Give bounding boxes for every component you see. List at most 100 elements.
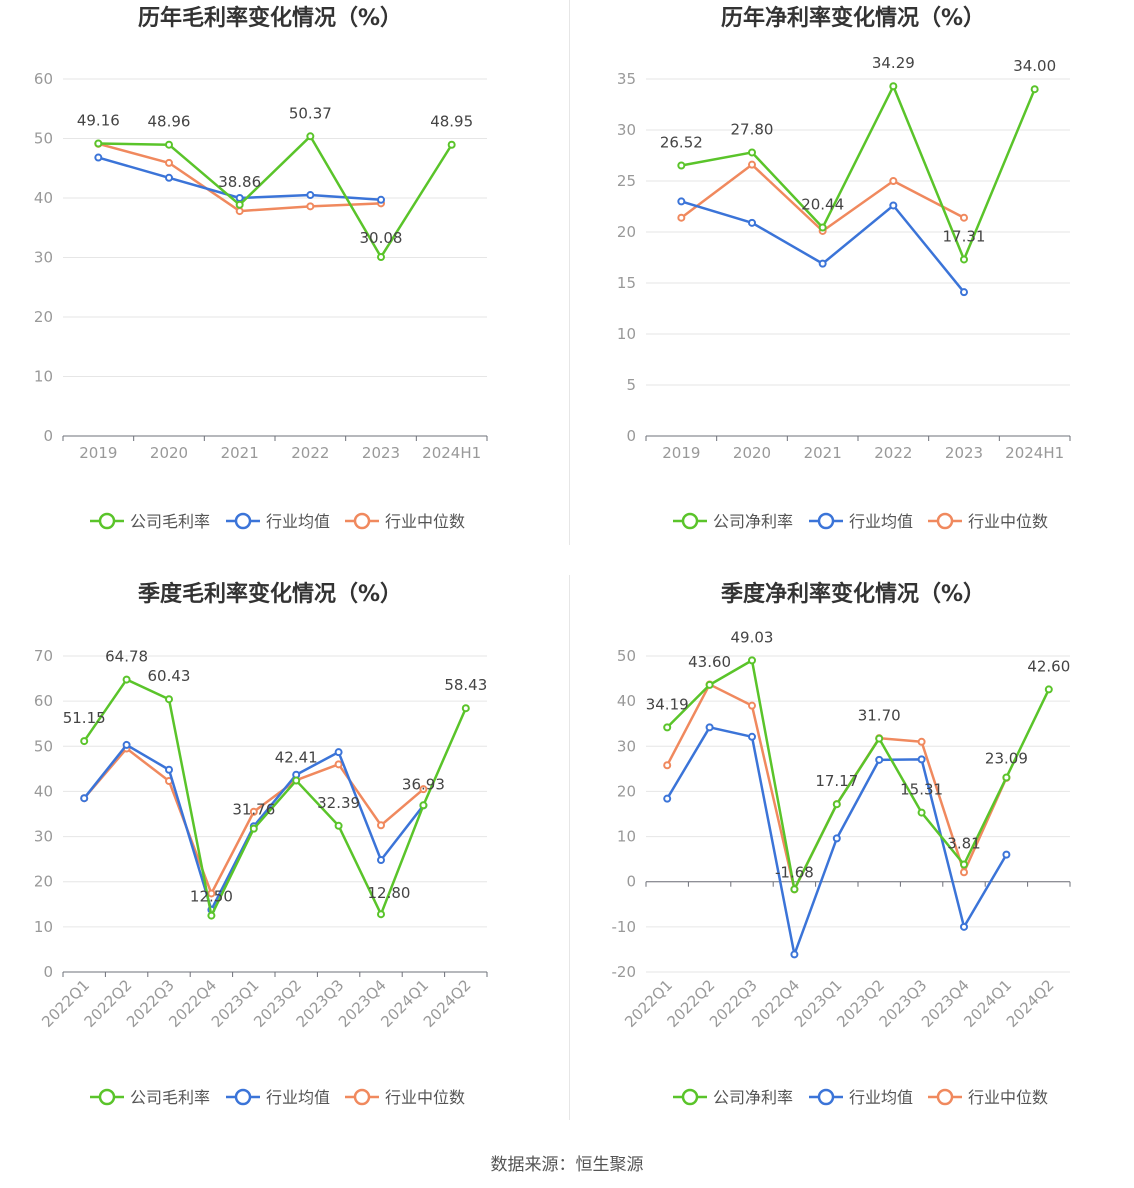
data-point-avg	[889, 201, 898, 210]
data-point-median	[377, 821, 385, 830]
y-tick-label: 50	[617, 647, 636, 665]
data-label: 20.44	[801, 196, 844, 214]
y-tick-label: 30	[617, 121, 636, 139]
legend-item-avg[interactable]: 行业均值	[226, 1088, 330, 1107]
legend-marker	[681, 1088, 699, 1106]
legend-item-company[interactable]: 公司毛利率	[90, 1088, 210, 1107]
data-label: 30.08	[360, 229, 403, 247]
data-label: 34.00	[1013, 57, 1056, 75]
data-label: 43.60	[688, 653, 731, 671]
x-tick-label: 2020	[150, 444, 188, 462]
data-point-company	[832, 800, 841, 809]
data-point-avg	[235, 194, 244, 202]
data-point-company	[447, 140, 456, 149]
data-point-company	[1002, 773, 1011, 782]
annual-net-margin-svg: 历年净利率变化情况（%） 0 5 10 15 20 25 30 35 2019 2020 2021 20…	[617, 5, 1071, 531]
data-point-company	[705, 680, 714, 689]
data-point-company	[165, 140, 173, 149]
data-label: 12.50	[190, 888, 233, 906]
data-point-median	[249, 807, 258, 816]
y-tick-label: 70	[34, 647, 53, 665]
legend-label: 行业均值	[266, 1088, 330, 1107]
data-point-company	[377, 253, 385, 262]
data-label: 15.31	[900, 781, 943, 799]
y-tick-label: 20	[34, 308, 53, 326]
y-tick-label: 0	[43, 427, 53, 445]
data-point-avg	[677, 197, 686, 206]
data-label: 36.93	[402, 775, 445, 793]
data-point-company	[790, 885, 799, 894]
data-point-avg	[748, 732, 756, 741]
data-point-avg	[334, 748, 343, 757]
legend-item-median[interactable]: 行业中位数	[345, 1088, 465, 1107]
legend-item-company[interactable]: 公司毛利率	[90, 512, 210, 531]
legend-marker	[234, 512, 252, 530]
data-label: 58.43	[444, 676, 487, 694]
y-tick-label: 40	[34, 782, 53, 800]
legend-item-avg[interactable]: 行业均值	[226, 512, 330, 531]
y-tick-label: 40	[617, 692, 636, 710]
legend-item-median[interactable]: 行业中位数	[928, 512, 1048, 531]
legend-label: 行业均值	[849, 512, 913, 531]
x-tick-label: 2022	[874, 444, 912, 462]
annual-gross-margin-svg: 历年毛利率变化情况（%） 0 10 20 30 40 50 60 2019 2020 2021 202…	[34, 5, 488, 531]
data-point-company	[960, 860, 968, 869]
legend-item-median[interactable]: 行业中位数	[928, 1088, 1048, 1107]
y-tick-label: 60	[34, 692, 53, 710]
y-tick-label: 0	[43, 963, 53, 981]
data-point-median	[663, 761, 672, 770]
x-tick-label: 2024Q2	[1003, 976, 1058, 1031]
y-tick-label: 20	[617, 782, 636, 800]
data-point-company	[917, 808, 926, 817]
data-point-company	[677, 161, 686, 170]
legend-item-company[interactable]: 公司净利率	[673, 1088, 793, 1107]
data-point-company	[748, 656, 756, 665]
legend-label: 公司净利率	[713, 1088, 793, 1107]
legend-item-median[interactable]: 行业中位数	[345, 512, 465, 531]
data-point-avg	[377, 195, 385, 204]
data-label: 50.37	[289, 104, 332, 122]
data-point-avg	[1002, 850, 1011, 859]
y-tick-label: 35	[617, 70, 636, 88]
x-tick-label: 2023	[362, 444, 400, 462]
data-point-company	[94, 139, 103, 148]
x-tick-label: 2019	[79, 444, 117, 462]
data-point-avg	[705, 723, 714, 732]
legend-item-avg[interactable]: 行业均值	[809, 512, 913, 531]
data-point-median	[960, 868, 968, 877]
data-point-median	[207, 889, 216, 898]
legend-item-avg[interactable]: 行业均值	[809, 1088, 913, 1107]
series-line-company	[666, 659, 1050, 891]
data-point-company	[80, 737, 89, 746]
data-label: 42.41	[275, 749, 318, 767]
y-tick-label: 20	[617, 223, 636, 241]
data-point-avg	[748, 218, 756, 227]
legend-marker	[936, 512, 954, 530]
data-point-company	[235, 200, 244, 209]
data-point-median	[960, 213, 968, 222]
y-tick-label: 20	[34, 873, 53, 891]
y-tick-label: -10	[612, 918, 637, 936]
data-label: 64.78	[105, 648, 148, 666]
data-point-avg	[960, 288, 968, 297]
y-tick-label: 10	[34, 368, 53, 386]
data-label: 42.60	[1027, 657, 1070, 675]
y-tick-label: 30	[34, 249, 53, 267]
data-point-median	[419, 785, 428, 794]
y-tick-label: 5	[626, 376, 636, 394]
data-label: 48.95	[430, 113, 473, 131]
chart-title: 季度净利率变化情况（%）	[721, 581, 985, 607]
y-tick-label: 0	[626, 427, 636, 445]
data-label: 51.15	[63, 709, 106, 727]
data-label: 34.19	[646, 695, 689, 713]
legend-marker	[98, 512, 116, 530]
data-label: 38.86	[218, 173, 261, 191]
y-tick-label: 40	[34, 189, 53, 207]
legend-marker	[234, 1088, 252, 1106]
legend-marker	[817, 512, 835, 530]
series-line-company	[83, 678, 467, 917]
legend-item-company[interactable]: 公司净利率	[673, 512, 793, 531]
data-point-avg	[165, 173, 173, 182]
panel-divider-bottom	[569, 575, 570, 1120]
chart-title: 历年净利率变化情况（%）	[721, 5, 985, 31]
